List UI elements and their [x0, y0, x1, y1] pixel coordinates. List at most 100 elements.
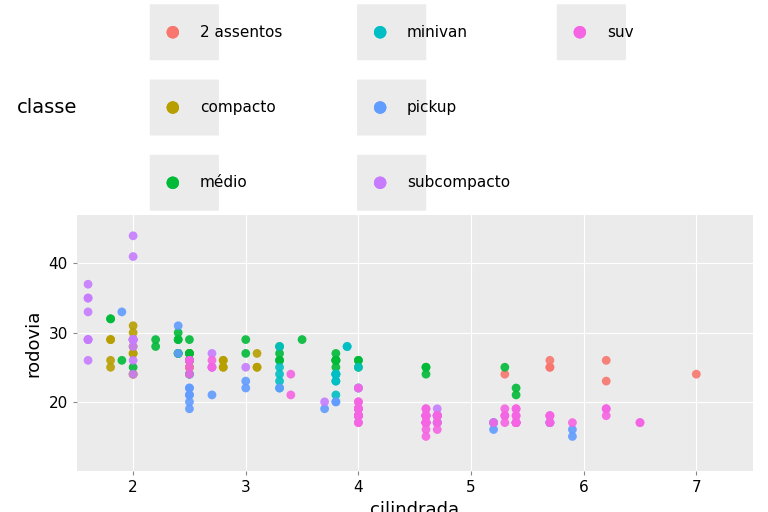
médio — [172, 335, 184, 344]
médio — [150, 343, 162, 351]
médio — [240, 335, 252, 344]
médio — [184, 370, 196, 378]
Text: pickup: pickup — [407, 100, 457, 115]
médio — [273, 356, 286, 365]
minivan — [329, 370, 342, 378]
Text: suv: suv — [607, 25, 634, 40]
suv — [431, 412, 443, 420]
suv — [184, 370, 196, 378]
médio — [273, 356, 286, 365]
subcompacto — [82, 294, 94, 302]
2 assentos — [498, 370, 511, 378]
pickup — [431, 412, 443, 420]
suv — [420, 418, 432, 426]
subcompacto — [82, 335, 94, 344]
FancyBboxPatch shape — [150, 4, 219, 60]
pickup — [544, 418, 556, 426]
compacto — [127, 349, 139, 357]
2 assentos — [544, 363, 556, 371]
compacto — [251, 349, 263, 357]
Text: classe: classe — [16, 98, 77, 117]
suv — [184, 356, 196, 365]
suv — [353, 412, 365, 420]
subcompacto — [82, 356, 94, 365]
suv — [510, 418, 522, 426]
suv — [420, 418, 432, 426]
médio — [329, 356, 342, 365]
médio — [184, 356, 196, 365]
2 assentos — [544, 363, 556, 371]
compacto — [251, 363, 263, 371]
compacto — [127, 343, 139, 351]
médio — [104, 315, 117, 323]
pickup — [431, 418, 443, 426]
subcompacto — [82, 335, 94, 344]
suv — [498, 418, 511, 426]
compacto — [184, 356, 196, 365]
Y-axis label: rodovia: rodovia — [25, 309, 43, 377]
suv — [420, 418, 432, 426]
compacto — [104, 356, 117, 365]
compacto — [127, 349, 139, 357]
subcompacto — [127, 335, 139, 344]
suv — [420, 432, 432, 440]
médio — [172, 349, 184, 357]
pickup — [544, 418, 556, 426]
suv — [431, 418, 443, 426]
pickup — [329, 398, 342, 406]
suv — [184, 356, 196, 365]
suv — [510, 404, 522, 413]
suv — [600, 404, 612, 413]
pickup — [116, 308, 128, 316]
suv — [420, 412, 432, 420]
suv — [510, 418, 522, 426]
suv — [420, 425, 432, 434]
minivan — [273, 370, 286, 378]
FancyBboxPatch shape — [150, 155, 219, 211]
suv — [498, 412, 511, 420]
suv — [510, 418, 522, 426]
minivan — [329, 391, 342, 399]
suv — [431, 412, 443, 420]
compacto — [251, 363, 263, 371]
minivan — [184, 356, 196, 365]
suv — [420, 412, 432, 420]
subcompacto — [127, 356, 139, 365]
compacto — [104, 335, 117, 344]
compacto — [184, 356, 196, 365]
compacto — [184, 349, 196, 357]
subcompacto — [127, 335, 139, 344]
compacto — [127, 335, 139, 344]
Text: médio: médio — [200, 175, 247, 190]
compacto — [217, 356, 230, 365]
suv — [206, 363, 218, 371]
minivan — [273, 384, 286, 392]
2 assentos — [600, 356, 612, 365]
minivan — [273, 363, 286, 371]
suv — [510, 418, 522, 426]
suv — [353, 384, 365, 392]
minivan — [273, 377, 286, 385]
médio — [353, 356, 365, 365]
pickup — [184, 384, 196, 392]
2 assentos — [600, 377, 612, 385]
médio — [510, 391, 522, 399]
suv — [431, 412, 443, 420]
suv — [510, 418, 522, 426]
compacto — [217, 363, 230, 371]
subcompacto — [240, 363, 252, 371]
suv — [600, 412, 612, 420]
suv — [353, 404, 365, 413]
pickup — [488, 418, 500, 426]
compacto — [127, 370, 139, 378]
suv — [431, 412, 443, 420]
Text: subcompacto: subcompacto — [407, 175, 510, 190]
Text: minivan: minivan — [407, 25, 468, 40]
suv — [420, 404, 432, 413]
médio — [420, 363, 432, 371]
minivan — [329, 370, 342, 378]
pickup — [353, 404, 365, 413]
médio — [127, 363, 139, 371]
pickup — [172, 349, 184, 357]
suv — [634, 418, 646, 426]
